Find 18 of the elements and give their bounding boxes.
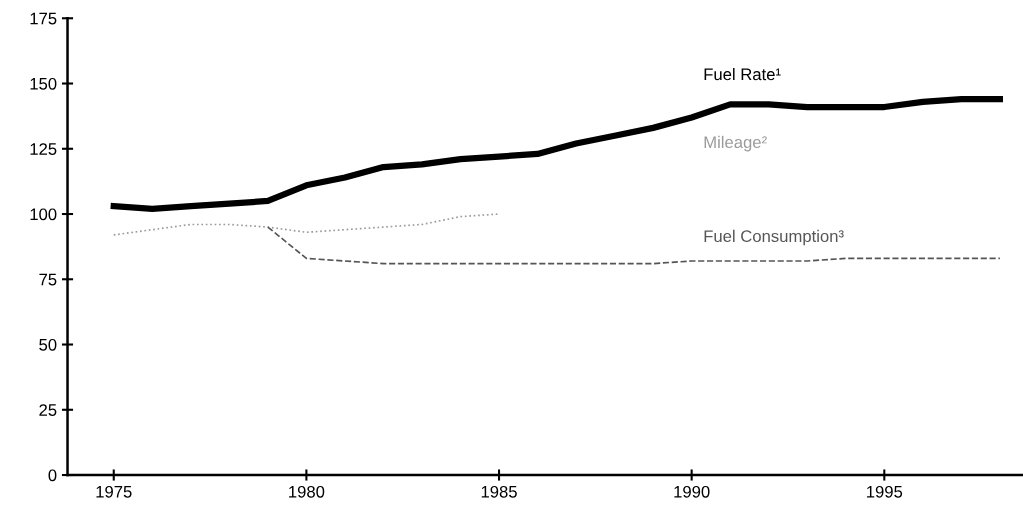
y-tick-label: 100 xyxy=(30,208,57,221)
y-tick-label: 0 xyxy=(48,469,57,482)
x-tick-label: 1985 xyxy=(481,485,517,498)
y-tick-label: 25 xyxy=(39,404,57,416)
line-series xyxy=(267,226,1001,265)
y-tick-label: 75 xyxy=(39,273,57,286)
series-label: Fuel Consumption³ xyxy=(704,229,844,246)
series-label: Fuel Rate¹ xyxy=(704,67,781,81)
y-tick-label: 175 xyxy=(30,12,57,25)
text: Mileage² xyxy=(704,135,767,152)
x-tick-label: 1990 xyxy=(674,485,710,498)
x-tick-label: 1975 xyxy=(96,485,132,498)
y-tick-label: 50 xyxy=(39,338,57,351)
x-tick-label: 1995 xyxy=(867,485,903,498)
y-tick-label: 150 xyxy=(30,77,57,90)
x-tick-label: 1980 xyxy=(289,485,325,498)
line-series xyxy=(112,213,500,236)
y-tick-label: 125 xyxy=(30,143,57,155)
